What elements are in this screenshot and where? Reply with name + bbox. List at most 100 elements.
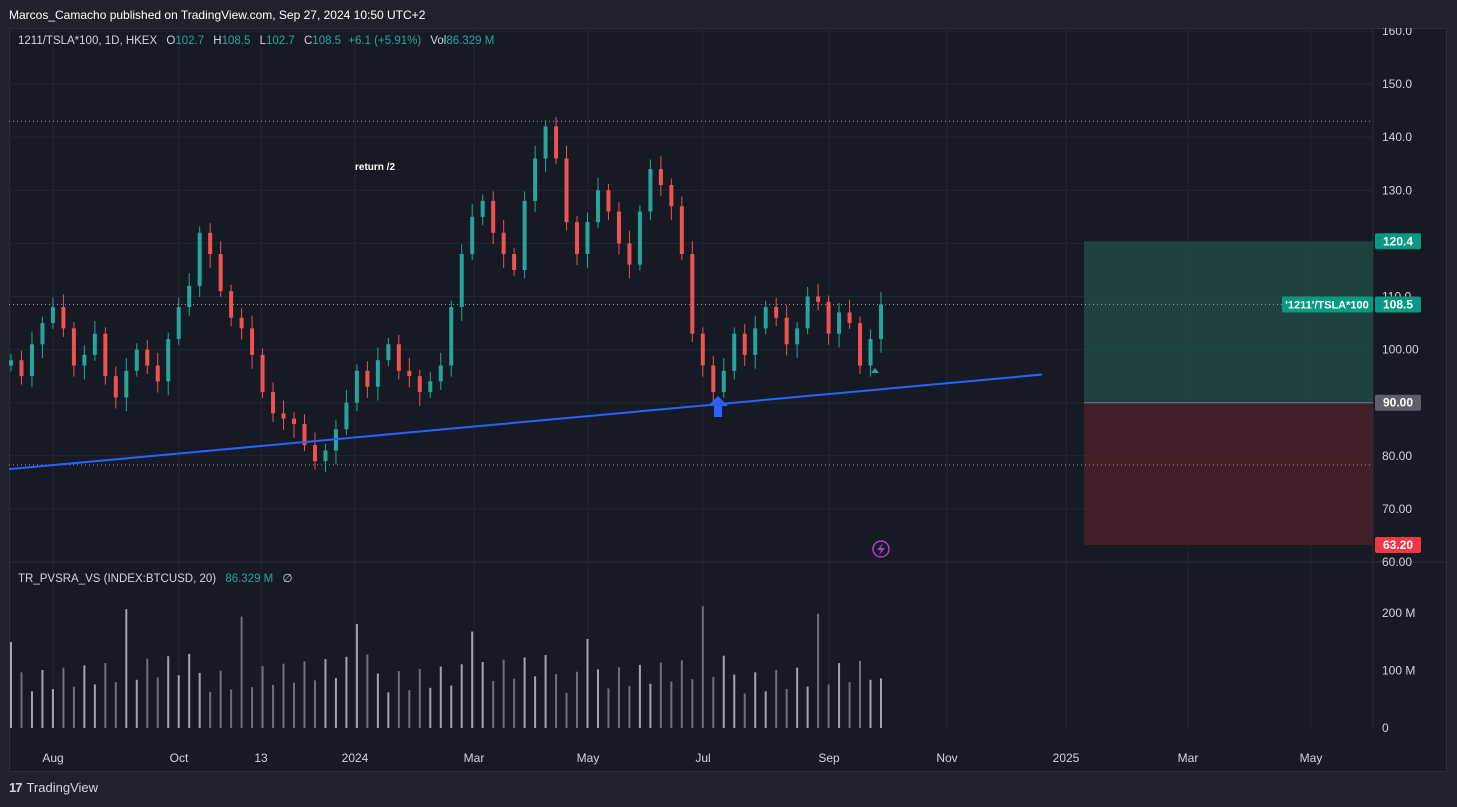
candle[interactable] [575,215,580,266]
footer-brand[interactable]: 17 TradingView [9,780,98,795]
candle[interactable] [176,297,181,345]
candle[interactable] [585,212,590,268]
up-arrow-icon[interactable] [708,396,728,417]
candle[interactable] [470,204,475,260]
candle[interactable] [354,364,359,412]
candle[interactable] [449,300,454,377]
candle[interactable] [365,361,370,398]
candle[interactable] [512,247,517,276]
candle[interactable] [113,366,118,409]
candle[interactable] [480,194,485,226]
candle[interactable] [312,432,317,470]
candle[interactable] [690,241,695,343]
candle[interactable] [438,352,443,390]
candle[interactable] [742,324,747,367]
candle[interactable] [187,273,192,316]
candle[interactable] [805,286,810,335]
candle[interactable] [40,316,45,359]
volume-bar [376,673,379,728]
profit-zone[interactable] [1084,241,1373,403]
candle[interactable] [595,177,600,229]
candle[interactable] [218,241,223,298]
candle[interactable] [145,340,150,375]
candle[interactable] [344,389,349,436]
volume-bar [251,687,254,728]
candle[interactable] [606,183,611,221]
candle[interactable] [795,321,800,359]
candle[interactable] [302,414,307,452]
candle[interactable] [711,355,716,406]
candle[interactable] [61,294,66,337]
candle[interactable] [250,315,255,369]
candle[interactable] [721,358,726,398]
candle[interactable] [858,316,863,375]
candle[interactable] [292,412,297,438]
candle[interactable] [564,145,569,231]
candle[interactable] [375,347,380,401]
candle[interactable] [124,358,129,412]
candle[interactable] [208,223,213,268]
candle[interactable] [19,350,24,385]
candle[interactable] [837,302,842,348]
candle[interactable] [700,327,705,377]
candle[interactable] [522,191,527,279]
candle[interactable] [281,400,286,430]
candle[interactable] [229,284,234,327]
candle[interactable] [669,178,674,221]
candle[interactable] [648,159,653,221]
candle[interactable] [658,156,663,197]
candle[interactable] [386,337,391,367]
candle[interactable] [732,327,737,380]
candle[interactable] [134,343,139,377]
candle[interactable] [879,291,883,353]
volume-bar [555,674,558,728]
candle[interactable] [155,352,160,393]
chart-canvas[interactable]: return /260.0070.0080.0090.00100.00110.0… [9,28,1447,772]
trendline[interactable] [9,373,1043,471]
volume-bar [219,670,222,728]
volume-bar [387,692,390,728]
candle[interactable] [29,331,34,388]
candle[interactable] [763,300,768,335]
candle[interactable] [616,201,621,255]
candle[interactable] [679,196,684,260]
indicator-legend: TR_PVSRA_VS (INDEX:BTCUSD, 20) 86.329 M … [18,571,293,585]
candle[interactable] [826,295,831,345]
candle[interactable] [868,329,873,377]
loss-zone[interactable] [1084,402,1373,546]
candle[interactable] [103,327,108,385]
indicator-name[interactable]: TR_PVSRA_VS (INDEX:BTCUSD, 20) [18,573,217,585]
volume-bar [293,682,296,728]
candle[interactable] [501,220,506,268]
candle[interactable] [396,334,401,380]
candle[interactable] [92,320,97,361]
candle[interactable] [71,321,76,377]
candle[interactable] [9,353,13,372]
legend-symbol[interactable]: 1211/TSLA*100, 1D, HKEX [18,35,158,47]
candle[interactable] [554,117,559,165]
candle[interactable] [428,371,433,398]
candle[interactable] [491,191,496,244]
candle[interactable] [774,297,779,327]
candle[interactable] [627,230,632,279]
candle[interactable] [637,205,642,271]
candle[interactable] [784,304,789,356]
candle[interactable] [407,358,412,388]
candle[interactable] [816,283,821,311]
candle[interactable] [533,145,538,213]
candle[interactable] [50,297,55,329]
candle[interactable] [82,345,87,380]
candle[interactable] [323,444,328,473]
candle[interactable] [239,308,244,340]
candle[interactable] [197,226,202,298]
candle[interactable] [847,299,852,329]
candle[interactable] [753,315,758,369]
candle[interactable] [260,348,265,398]
candle[interactable] [459,244,464,321]
candle[interactable] [271,382,276,422]
candle[interactable] [543,120,548,173]
candle[interactable] [417,369,422,406]
candle[interactable] [333,419,338,465]
lightning-icon[interactable] [872,540,890,558]
candle[interactable] [166,332,171,396]
